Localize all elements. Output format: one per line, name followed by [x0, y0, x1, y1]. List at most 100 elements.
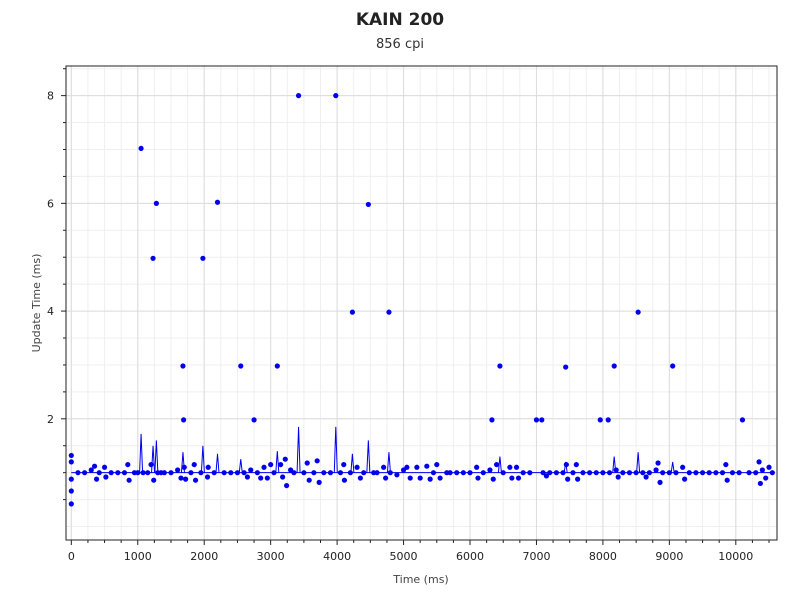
- data-point: [490, 476, 496, 482]
- data-point: [753, 470, 759, 476]
- data-point: [306, 477, 312, 483]
- data-point: [430, 470, 437, 476]
- data-point: [673, 470, 679, 476]
- x-tick-label: 3000: [257, 550, 285, 563]
- data-point: [282, 456, 288, 462]
- x-tick-label: 5000: [390, 550, 418, 563]
- data-point: [407, 475, 413, 481]
- data-point: [693, 470, 699, 476]
- data-point: [513, 464, 520, 470]
- data-point: [736, 470, 742, 476]
- data-point: [660, 470, 666, 476]
- data-point: [126, 477, 132, 483]
- data-point: [68, 452, 74, 459]
- data-point: [454, 470, 460, 476]
- data-point: [543, 473, 550, 479]
- data-point: [274, 363, 280, 369]
- chart-title: KAIN 200: [355, 10, 445, 30]
- data-point: [91, 463, 98, 469]
- data-point: [746, 470, 752, 476]
- spike-line: [497, 456, 502, 473]
- plot-frame: [65, 65, 778, 541]
- data-point: [560, 470, 566, 476]
- data-point: [475, 475, 481, 481]
- spike-line: [366, 440, 371, 473]
- data-point: [386, 309, 392, 315]
- data-point: [161, 470, 167, 476]
- x-axis-label: Time (ms): [392, 573, 448, 586]
- data-point: [763, 475, 769, 481]
- data-point: [563, 461, 569, 468]
- data-point: [268, 461, 274, 468]
- data-point: [200, 255, 206, 261]
- data-point: [221, 470, 227, 476]
- x-tick-label: 1000: [124, 550, 152, 563]
- data-point: [615, 474, 621, 480]
- data-point: [138, 145, 144, 152]
- data-point: [493, 461, 500, 468]
- data-point: [587, 470, 593, 476]
- data-points: [68, 93, 775, 507]
- data-point: [248, 467, 254, 473]
- data-point: [593, 470, 599, 476]
- y-axis: 2 4 6 8: [47, 68, 66, 501]
- data-point: [404, 464, 410, 470]
- data-point: [365, 201, 371, 208]
- data-point: [82, 470, 88, 476]
- data-point: [188, 470, 194, 476]
- data-point: [655, 460, 661, 466]
- data-point: [347, 470, 353, 476]
- data-point: [507, 464, 513, 470]
- spike-line: [215, 453, 220, 473]
- data-point: [570, 470, 576, 476]
- x-tick-label: 10000: [718, 550, 753, 563]
- data-point: [153, 200, 159, 206]
- data-point: [145, 470, 151, 476]
- data-point: [181, 464, 187, 470]
- data-point: [739, 417, 746, 423]
- data-point: [487, 467, 493, 473]
- data-point: [295, 93, 302, 99]
- chart-subtitle: 856 cpi: [376, 37, 424, 52]
- data-point: [68, 476, 74, 482]
- data-point: [417, 475, 423, 481]
- data-point: [354, 464, 360, 470]
- data-point: [540, 470, 546, 476]
- data-point: [304, 460, 310, 466]
- data-point: [539, 417, 545, 423]
- data-point: [316, 479, 322, 485]
- data-point: [381, 464, 387, 470]
- data-point: [635, 309, 641, 315]
- data-point: [394, 472, 400, 478]
- data-point: [251, 417, 257, 423]
- data-point: [357, 475, 363, 481]
- data-point: [204, 474, 211, 480]
- data-point: [103, 474, 109, 480]
- data-point: [424, 463, 430, 469]
- data-point: [168, 470, 174, 476]
- data-point: [427, 476, 433, 482]
- data-point: [178, 475, 184, 481]
- data-point: [148, 461, 154, 468]
- data-point: [68, 501, 74, 507]
- data-point: [497, 363, 503, 369]
- data-point: [241, 470, 247, 476]
- data-point: [447, 470, 453, 476]
- data-point: [205, 464, 211, 470]
- data-point: [547, 470, 553, 476]
- data-point: [533, 417, 540, 423]
- data-point: [682, 476, 688, 482]
- data-point: [180, 363, 186, 369]
- spike-line: [670, 461, 675, 473]
- x-tick-label: 6000: [456, 550, 484, 563]
- spike-line: [350, 453, 355, 473]
- data-point: [192, 477, 199, 483]
- y-tick-label: 4: [47, 305, 54, 318]
- data-point: [96, 470, 102, 476]
- data-point: [125, 461, 131, 468]
- data-point: [474, 464, 480, 470]
- y-tick-label: 2: [47, 413, 54, 426]
- data-point: [626, 470, 633, 476]
- data-point: [759, 467, 765, 473]
- data-point: [301, 470, 307, 476]
